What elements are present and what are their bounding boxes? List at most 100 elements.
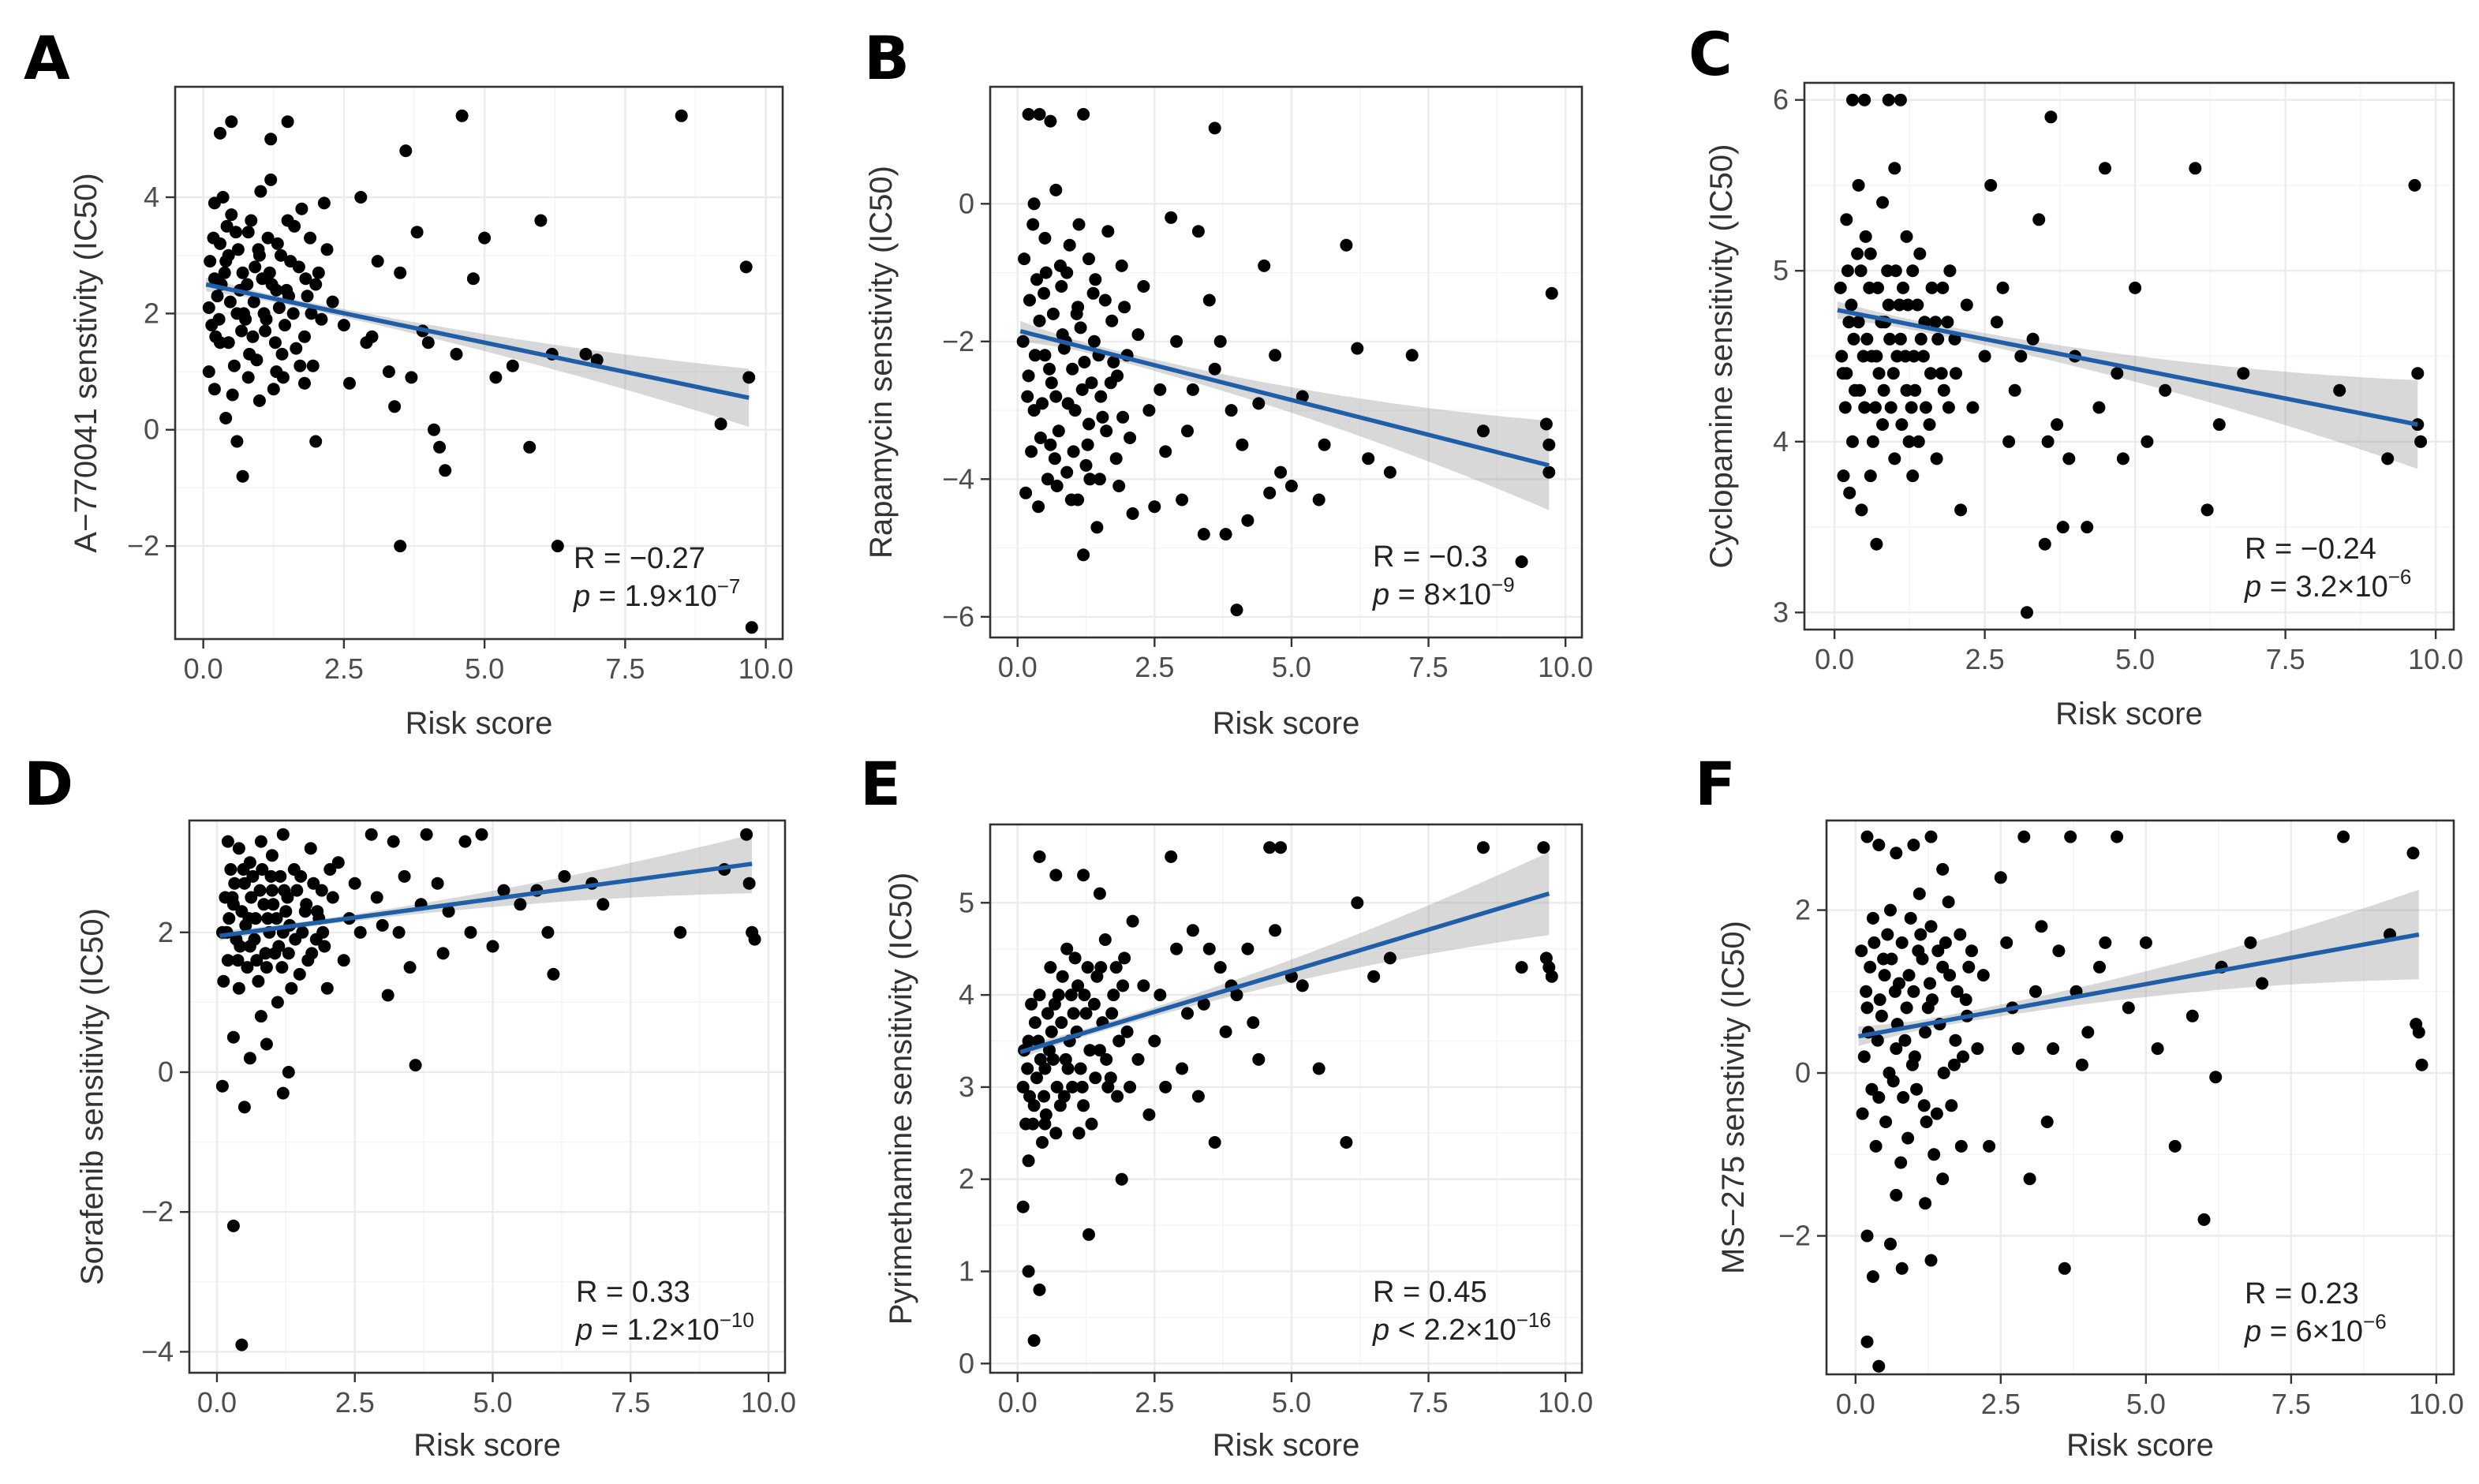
data-point (1049, 183, 1063, 196)
data-point (1888, 985, 1901, 998)
data-point (382, 365, 395, 379)
data-point (1225, 404, 1238, 417)
regression-line (1857, 932, 2420, 1039)
data-point (1176, 1062, 1189, 1075)
data-point (1154, 989, 1167, 1002)
data-point (268, 336, 282, 350)
data-point (220, 219, 234, 233)
data-point (392, 925, 406, 939)
data-point (2212, 418, 2226, 432)
data-point (1871, 1034, 1884, 1047)
data-point (1893, 298, 1906, 312)
data-point (261, 912, 275, 925)
data-point (1083, 473, 1097, 486)
data-point (1845, 298, 1858, 312)
data-point (1863, 281, 1876, 294)
data-point (2075, 1058, 2088, 1071)
data-point (1296, 979, 1309, 992)
y-axis-title: Cyclopamine sensitivity (IC50) (1704, 144, 1739, 569)
data-point (1115, 1172, 1128, 1186)
data-point (1515, 555, 1528, 568)
data-point (2151, 1042, 2164, 1056)
data-point (1542, 465, 1556, 479)
data-point (433, 440, 447, 454)
y-tick-label: 5 (959, 886, 974, 918)
data-point (260, 961, 273, 974)
data-point (1883, 332, 1897, 346)
confidence-band (1837, 301, 2418, 469)
data-point (1860, 1335, 1874, 1348)
y-tick-label: −2 (942, 325, 974, 357)
data-point (1176, 493, 1189, 507)
x-tick-label: 5.0 (465, 652, 504, 685)
x-tick-label: 7.5 (2271, 1388, 2311, 1420)
data-point (1894, 1156, 1908, 1169)
data-point (237, 307, 250, 320)
y-tick-label: 2 (959, 1163, 974, 1195)
data-point (1116, 979, 1130, 992)
data-point (1030, 1071, 1043, 1085)
y-tick-label: 3 (1773, 596, 1789, 628)
x-tick-label: 5.0 (2115, 643, 2155, 675)
data-point (237, 863, 250, 876)
y-tick-label: 4 (1773, 425, 1789, 458)
data-point (2047, 1042, 2060, 1056)
panel-c: C 0.0 2.5 5.0 7.5 10.0 3 4 5 6 Risk score Cyclopami… (1688, 19, 2463, 731)
data-point (1936, 862, 1950, 876)
data-point (1053, 259, 1067, 272)
plot-background (1827, 820, 2454, 1374)
data-point (1038, 349, 1052, 362)
data-point (1965, 944, 1978, 958)
data-point (228, 877, 241, 890)
data-point (2021, 606, 2033, 619)
plot-frame (989, 823, 1583, 1374)
data-point (1919, 1197, 1932, 1210)
data-point (270, 912, 283, 925)
data-point (1984, 178, 1998, 192)
data-point (326, 295, 339, 308)
data-point (1842, 316, 1856, 329)
data-point (541, 925, 555, 939)
plot-frame (174, 85, 784, 641)
data-point (1077, 1099, 1090, 1112)
data-point (1191, 1090, 1205, 1103)
data-point (1872, 839, 1886, 851)
data-point (409, 1059, 422, 1072)
data-point (243, 1052, 256, 1065)
data-point (2244, 936, 2257, 949)
x-tick-label: 2.5 (1981, 1388, 2021, 1420)
y-tick-label: 0 (1795, 1056, 1811, 1089)
data-point (1064, 989, 1078, 1002)
data-point (1866, 435, 1879, 448)
data-point (282, 947, 295, 960)
correlation-r: R = −0.3 (1373, 540, 1488, 574)
data-point (1950, 367, 1962, 380)
data-point (675, 109, 688, 122)
data-point (1910, 1082, 1924, 1096)
data-point (1159, 445, 1172, 458)
data-point (1079, 458, 1093, 472)
x-axis-title: Risk score (2066, 1428, 2214, 1463)
data-point (1066, 362, 1079, 376)
data-point (506, 359, 519, 372)
data-point (2122, 1001, 2135, 1015)
data-point (1864, 960, 1877, 974)
data-point (1912, 435, 1925, 448)
data-point (230, 226, 242, 239)
data-point (398, 869, 411, 883)
regression-line (205, 282, 750, 400)
data-point (1041, 1007, 1054, 1020)
x-tick-label: 10.0 (2408, 643, 2463, 675)
data-point (1943, 264, 1957, 278)
data-point (1028, 1016, 1041, 1030)
data-point (1870, 537, 1883, 551)
data-point (232, 981, 245, 995)
data-point (1085, 376, 1098, 390)
data-point (237, 877, 251, 890)
data-point (1075, 383, 1089, 396)
y-tick-label: 2 (1795, 894, 1811, 926)
data-point (2023, 1172, 2036, 1186)
data-point (1926, 993, 1939, 1007)
data-point (1055, 280, 1068, 293)
data-point (1025, 997, 1038, 1011)
